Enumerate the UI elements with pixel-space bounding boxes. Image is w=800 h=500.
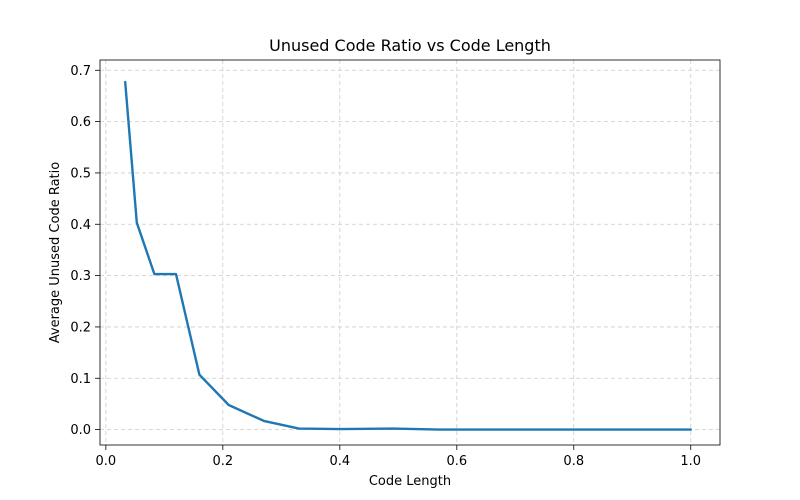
y-tick-label: 0.3	[70, 269, 91, 284]
x-tick-label: 0.4	[329, 454, 350, 469]
x-tick-label: 0.2	[212, 454, 233, 469]
axes: 0.0 0.2 0.4 0.6 0.8 1.0 0.0 0.1 0.2 0.3 0.4 0.5 0.6 0…	[70, 64, 701, 469]
x-tick-label: 0.0	[96, 454, 117, 469]
series-line	[123, 80, 692, 431]
x-axis-label: Code Length	[369, 474, 451, 489]
plot-frame	[99, 59, 721, 446]
chart-title: Unused Code Ratio vs Code Length	[269, 36, 551, 55]
x-tick-label: 1.0	[680, 454, 701, 469]
y-tick-label: 0.5	[70, 166, 91, 181]
y-tick-label: 0.4	[70, 218, 91, 233]
y-axis-label: Average Unused Code Ratio	[48, 162, 63, 344]
series-layer	[123, 80, 692, 431]
y-tick-label: 0.1	[70, 372, 91, 387]
x-tick-label: 0.8	[563, 454, 584, 469]
x-tick-label: 0.6	[446, 454, 467, 469]
y-tick-label: 0.0	[70, 423, 91, 438]
grid	[100, 60, 720, 445]
y-tick-label: 0.6	[70, 115, 91, 130]
y-tick-label: 0.2	[70, 320, 91, 335]
y-tick-label: 0.7	[70, 64, 91, 79]
